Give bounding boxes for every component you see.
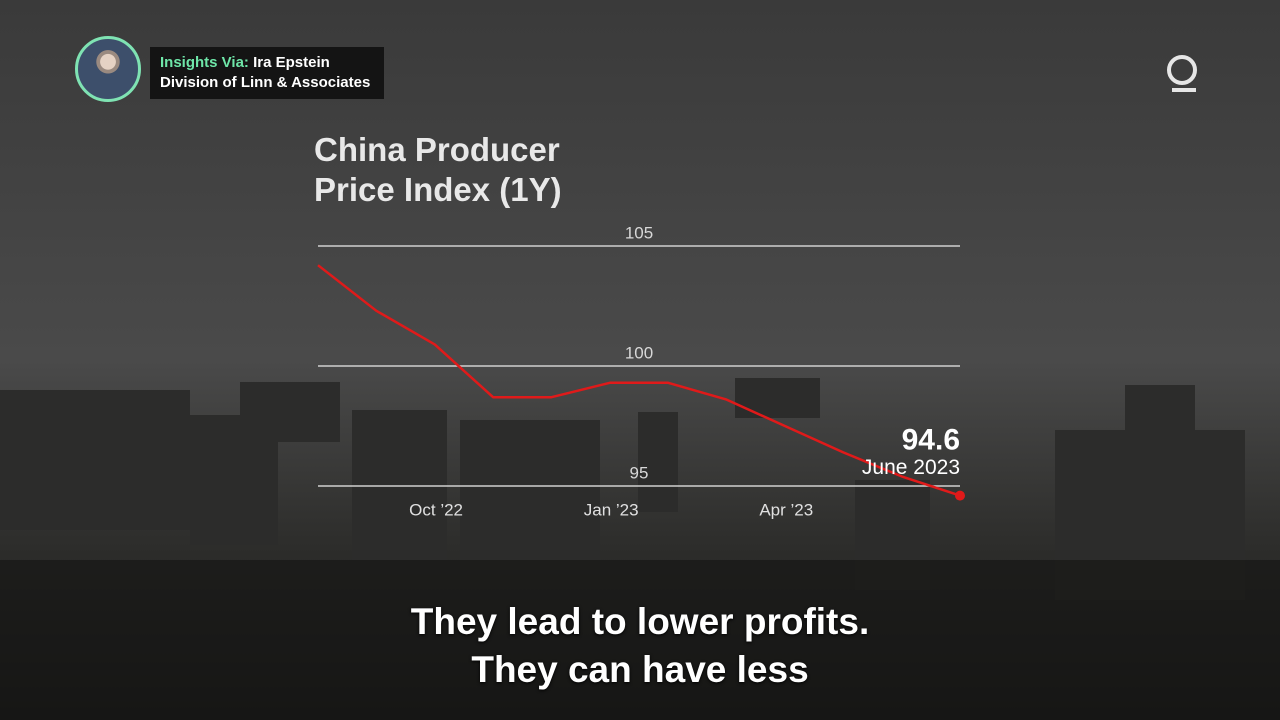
end-point — [955, 490, 965, 501]
presenter-badge: Insights Via: Ira Epstein Division of Li… — [150, 47, 385, 99]
caption-line: They can have less — [471, 649, 809, 690]
x-tick-label: Oct ’22 — [409, 500, 463, 519]
x-tick-label: Apr ’23 — [759, 500, 813, 519]
ground — [0, 560, 1280, 720]
line — [317, 264, 961, 497]
x-tick-label: Jan ’23 — [584, 500, 639, 519]
presenter-avatar — [75, 36, 141, 102]
presenter-name: Ira Epstein — [253, 54, 330, 71]
y-tick-label: 100 — [625, 343, 653, 362]
caption-line: They lead to lower profits. — [410, 601, 870, 642]
captions: They lead to lower profits. They can hav… — [0, 598, 1280, 694]
badge-line: Insights Via: Ira Epstein — [160, 53, 370, 73]
y-tick-label: 105 — [625, 223, 653, 242]
chart-title: China Producer Price Index (1Y) — [314, 131, 562, 208]
presenter-affiliation: Division of Linn & Associates — [160, 74, 371, 91]
logo — [1167, 55, 1197, 92]
annotation: June 2023 — [862, 456, 960, 479]
y-tick-label: 95 — [630, 463, 649, 482]
badge-label: Insights Via: — [160, 54, 249, 71]
value-label: 94.6 — [902, 424, 960, 457]
